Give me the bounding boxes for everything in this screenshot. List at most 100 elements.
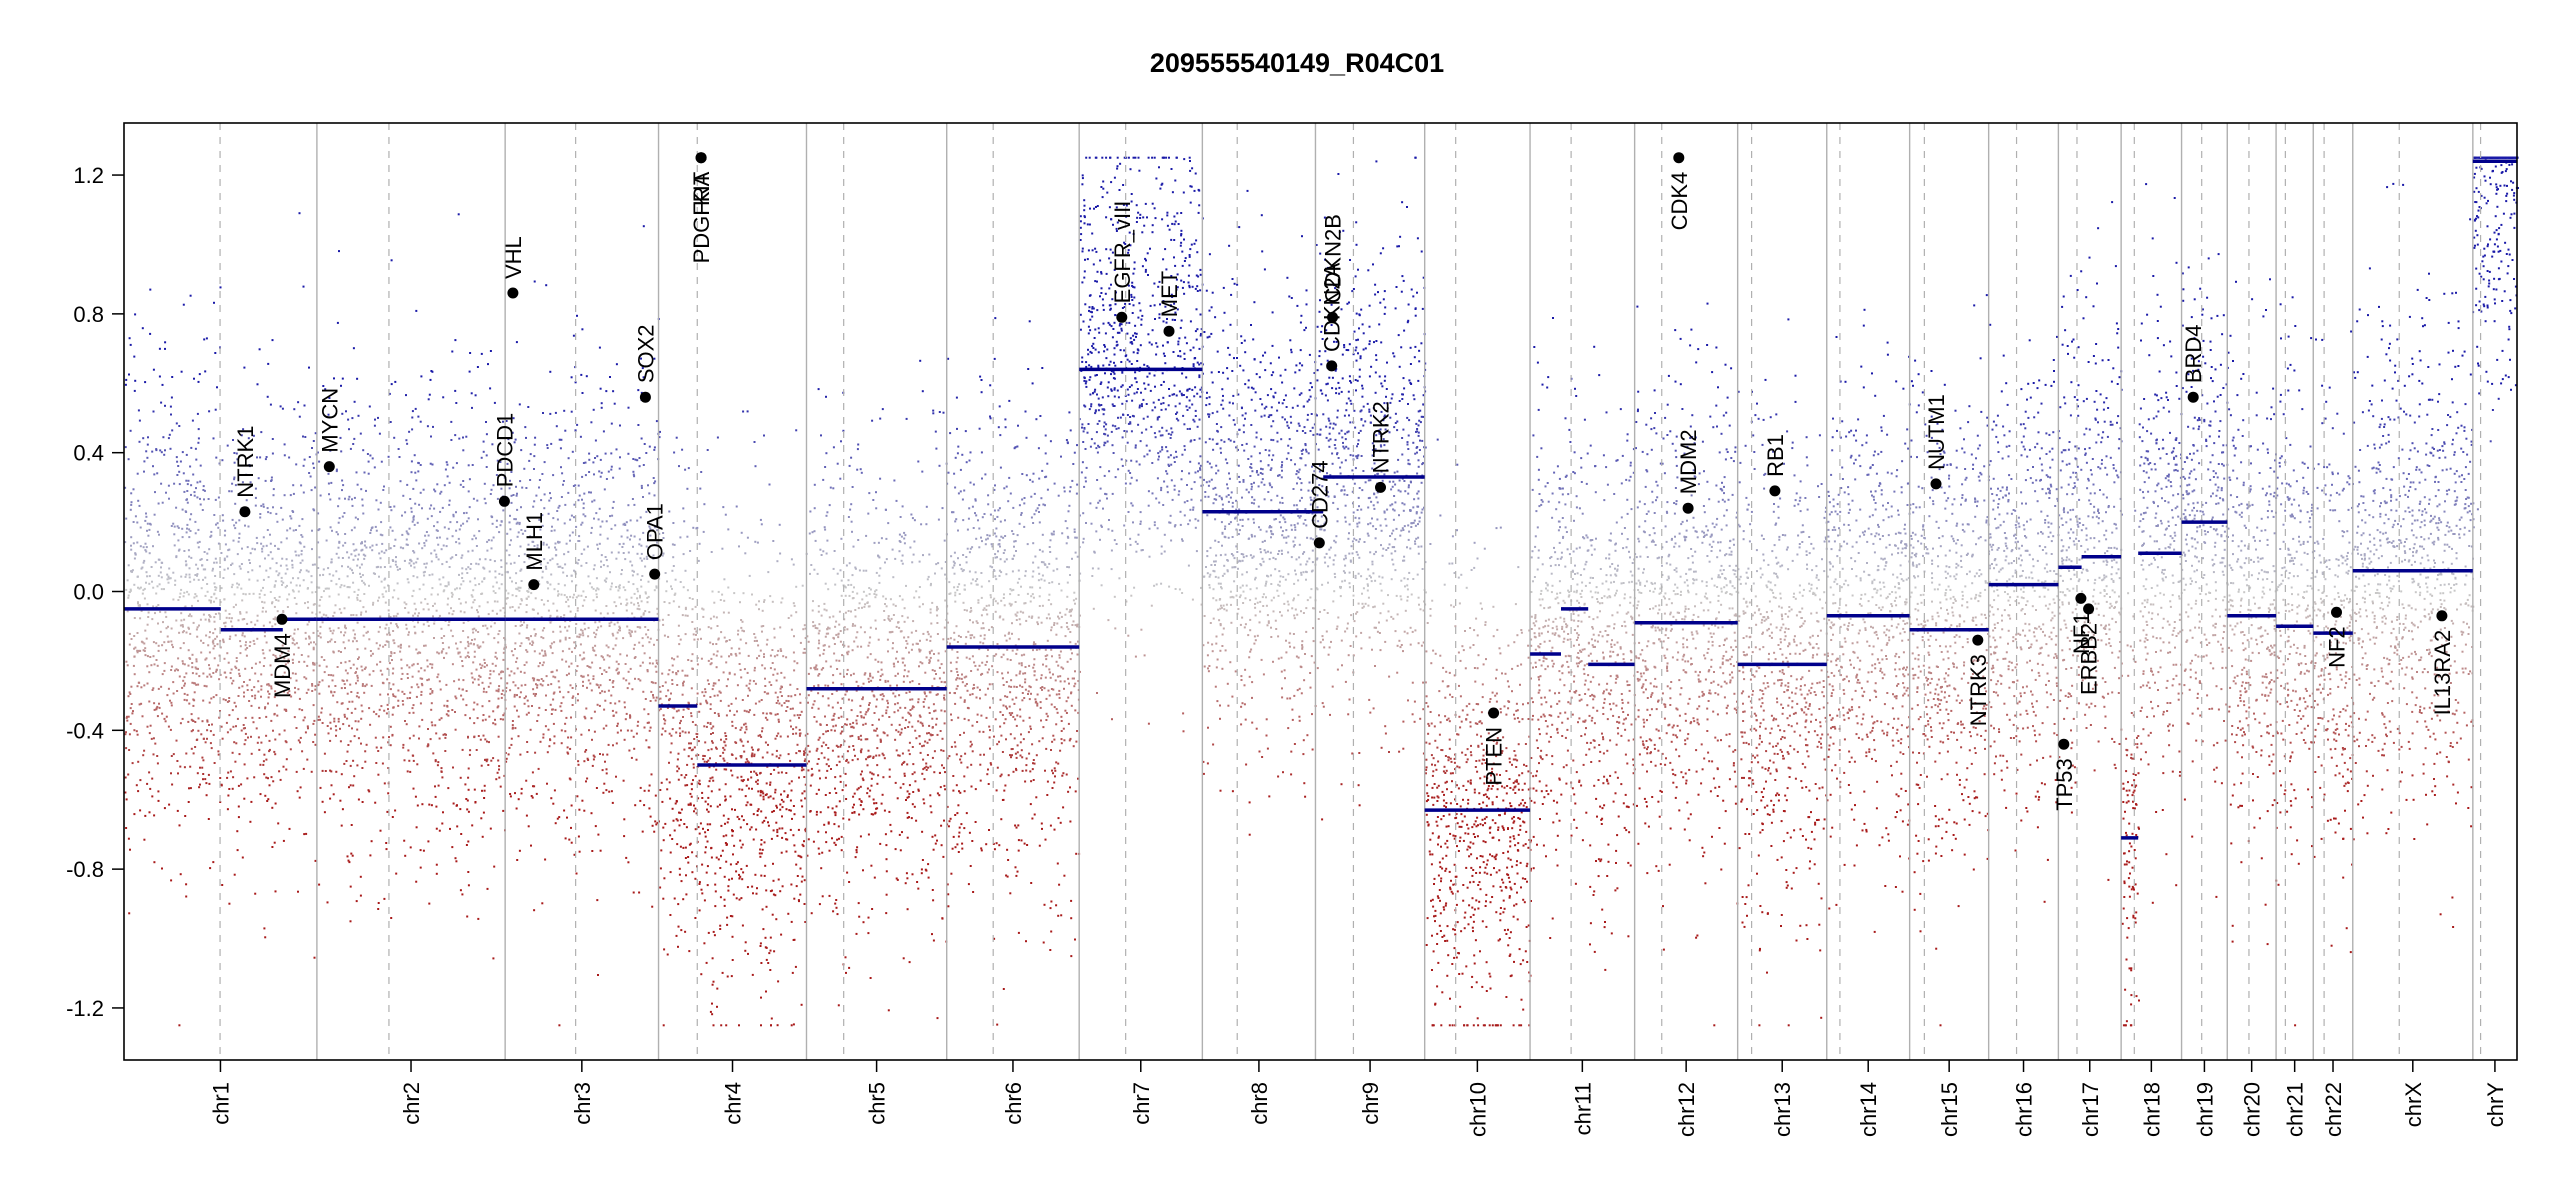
probe-point [646,597,649,599]
probe-point [262,763,265,766]
probe-point [485,454,488,457]
probe-point [329,713,332,716]
probe-point [632,473,635,476]
probe-point [323,659,326,661]
probe-point [663,634,666,637]
probe-point [753,640,756,642]
probe-point [210,675,213,678]
probe-point [576,609,579,612]
probe-point [674,578,677,581]
probe-point [406,532,409,535]
probe-point [310,489,313,492]
probe-point [182,472,185,475]
probe-point [498,630,501,632]
probe-point [303,833,306,836]
probe-point [536,686,539,689]
probe-point [144,381,147,384]
probe-point [729,795,732,798]
probe-point [142,754,145,757]
probe-point [803,760,806,762]
probe-point [722,611,725,614]
probe-point [152,465,154,468]
probe-point [760,843,763,846]
probe-point [719,755,722,757]
probe-point [168,803,171,806]
probe-point [703,503,706,506]
probe-point [291,563,294,566]
probe-point [556,609,559,612]
probe-point [564,620,567,623]
probe-point [361,548,364,551]
probe-point [699,702,702,705]
probe-point [610,465,613,468]
probe-point [493,637,496,640]
probe-point [480,352,483,355]
probe-point [553,735,556,738]
probe-point [482,811,485,814]
probe-point [919,639,921,642]
probe-point [133,655,136,658]
probe-point [196,481,199,484]
probe-point [248,645,251,647]
probe-point [636,597,639,600]
probe-point [497,705,500,708]
probe-point [734,808,736,811]
probe-point [583,622,586,625]
probe-point [328,595,331,598]
probe-point [512,417,515,420]
probe-point [489,387,492,390]
probe-point [322,613,325,616]
probe-point [782,800,785,803]
probe-point [598,507,601,510]
probe-point [277,822,280,825]
probe-point [648,492,651,495]
probe-point [646,601,649,604]
probe-point [256,637,259,640]
probe-point [461,660,464,662]
probe-point [639,557,642,560]
probe-point [406,770,409,773]
probe-point [511,606,514,608]
probe-point [839,775,842,778]
probe-point [502,658,505,661]
probe-point [348,861,351,864]
probe-point [394,809,397,812]
probe-point [700,973,703,976]
probe-point [533,650,536,653]
probe-point [594,609,597,612]
probe-point [568,625,571,628]
probe-point [774,788,777,791]
probe-point [640,391,643,394]
probe-point [340,631,342,634]
probe-point [168,567,171,570]
probe-point [479,675,482,678]
probe-point [136,733,139,736]
probe-point [124,383,127,386]
probe-point [327,674,330,676]
probe-point [214,498,217,501]
probe-point [550,797,553,800]
probe-point [516,667,519,670]
probe-point [727,704,730,707]
probe-point [440,651,443,654]
probe-point [187,549,190,552]
probe-point [745,684,748,687]
probe-point [707,829,709,831]
probe-point [420,693,423,696]
probe-point [500,677,503,680]
probe-point [125,716,128,719]
probe-point [499,461,502,463]
probe-point [440,627,443,630]
probe-point [841,755,844,758]
probe-point [609,588,612,591]
probe-point [283,454,286,457]
probe-point [169,405,172,408]
probe-point [223,559,226,562]
probe-point [677,635,680,637]
probe-point [495,689,498,692]
probe-point [338,608,341,611]
probe-point [329,630,332,632]
probe-point [523,553,526,556]
probe-point [585,707,588,710]
probe-point [742,819,745,822]
